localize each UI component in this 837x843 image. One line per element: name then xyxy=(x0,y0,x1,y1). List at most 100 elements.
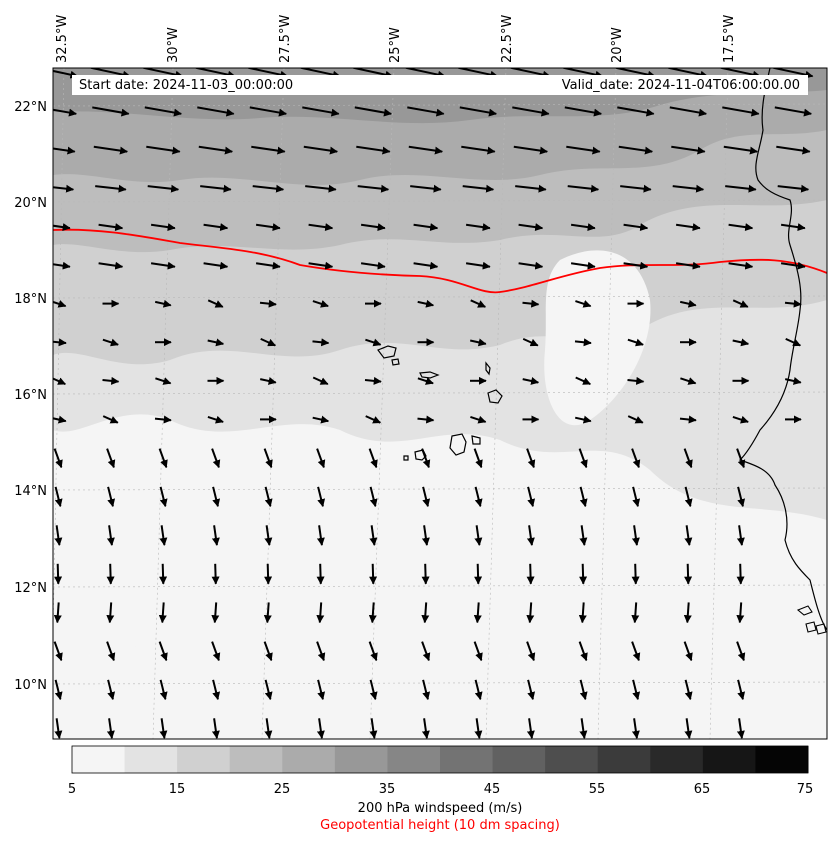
wind-vector xyxy=(211,525,220,546)
wind-vector xyxy=(107,486,116,508)
colorbar-swatch xyxy=(702,746,756,773)
date-header-box xyxy=(72,75,808,95)
wind-vector xyxy=(308,223,334,232)
wind-vector xyxy=(683,602,692,624)
wind-vector xyxy=(736,641,746,662)
wind-vector xyxy=(728,261,754,270)
wind-vector xyxy=(421,448,431,469)
wind-vector xyxy=(465,261,491,270)
wind-vector xyxy=(53,146,76,155)
wind-vector xyxy=(522,377,540,385)
wind-vector xyxy=(300,68,341,79)
wind-vector xyxy=(106,602,115,624)
wind-vector xyxy=(53,448,63,469)
wind-vector xyxy=(732,299,749,308)
wind-vector xyxy=(303,145,338,155)
wind-vector xyxy=(53,300,67,308)
wind-vector xyxy=(155,377,172,385)
lat-label: 16°N xyxy=(14,388,47,403)
wind-vector xyxy=(252,184,285,193)
graticule xyxy=(53,68,827,739)
wind-vector xyxy=(563,68,604,79)
colorbar-tick-label: 65 xyxy=(694,782,711,797)
wind-vector xyxy=(369,486,378,508)
lon-label: 22.5°W xyxy=(500,15,515,63)
wind-vector xyxy=(784,377,802,385)
lon-label: 27.5°W xyxy=(278,15,293,63)
wind-vector xyxy=(522,337,539,347)
wind-vector xyxy=(470,415,487,424)
wind-vector xyxy=(668,68,709,79)
wind-vector xyxy=(671,145,706,155)
colorbar-swatch xyxy=(545,746,599,773)
wind-vector xyxy=(512,106,550,117)
colorbar-tick-label: 15 xyxy=(169,782,186,797)
wind-vector xyxy=(54,486,63,508)
wind-vector xyxy=(669,106,707,117)
wind-vector xyxy=(90,68,131,79)
wind-vector xyxy=(737,486,746,508)
wind-vector xyxy=(405,68,446,79)
wind-vector xyxy=(679,299,697,308)
wind-vector xyxy=(526,641,536,662)
wind-vector xyxy=(317,679,326,701)
colorbar-frame xyxy=(71,745,809,774)
wind-vector xyxy=(462,184,495,193)
wind-vector xyxy=(211,602,220,624)
wind-vector xyxy=(195,68,236,79)
wind-vector xyxy=(251,145,286,155)
wind-vector xyxy=(203,223,229,232)
wind-vector xyxy=(675,223,701,232)
wind-vector xyxy=(150,223,176,232)
wind-vector xyxy=(263,602,272,624)
wind-vector xyxy=(473,641,483,662)
wind-vector xyxy=(260,337,277,347)
wind-vector xyxy=(102,376,120,385)
wind-vector xyxy=(627,376,645,385)
colorbar-swatch xyxy=(282,746,336,773)
wind-vector xyxy=(92,106,130,117)
colorbar-swatch xyxy=(229,746,283,773)
wind-vector xyxy=(316,602,325,624)
wind-vector xyxy=(360,223,386,232)
wind-vector xyxy=(158,641,168,662)
wind-vector xyxy=(631,525,640,546)
wind-vector xyxy=(737,679,746,701)
wind-vector xyxy=(728,223,754,232)
wind-vector xyxy=(53,415,67,424)
wind-vector xyxy=(207,338,225,347)
wind-vector xyxy=(147,184,180,193)
wind-vector xyxy=(259,299,277,308)
wind-vector xyxy=(518,223,544,232)
wind-vector xyxy=(316,641,326,662)
wind-vector xyxy=(723,145,758,155)
wind-vector xyxy=(249,106,287,117)
wind-vector xyxy=(526,448,536,469)
wind-vector xyxy=(417,299,435,308)
wind-vector xyxy=(53,184,75,193)
wind-vector xyxy=(264,563,273,585)
lon-label: 20°W xyxy=(610,27,625,63)
wind-vector xyxy=(631,602,640,624)
map-frame xyxy=(52,67,828,740)
wind-vector xyxy=(732,338,750,347)
wind-vector xyxy=(579,718,588,739)
wind-vector xyxy=(368,602,377,624)
wind-vector xyxy=(421,641,431,662)
wind-vector xyxy=(106,641,116,662)
wind-vector xyxy=(474,563,483,585)
wind-vector xyxy=(357,184,390,193)
wind-vector xyxy=(578,641,588,662)
wind-vector xyxy=(474,525,483,546)
wind-vector xyxy=(780,223,806,232)
wind-vector xyxy=(354,106,392,117)
wind-vector xyxy=(95,184,127,193)
wind-vector xyxy=(579,679,588,701)
colorbar-swatch xyxy=(177,746,231,773)
wind-vector xyxy=(360,261,386,270)
wind-vector xyxy=(777,184,810,193)
wind-vector xyxy=(679,415,697,424)
wind-vector xyxy=(422,486,431,508)
wind-vector xyxy=(473,448,483,469)
lat-label: 10°N xyxy=(14,678,47,693)
